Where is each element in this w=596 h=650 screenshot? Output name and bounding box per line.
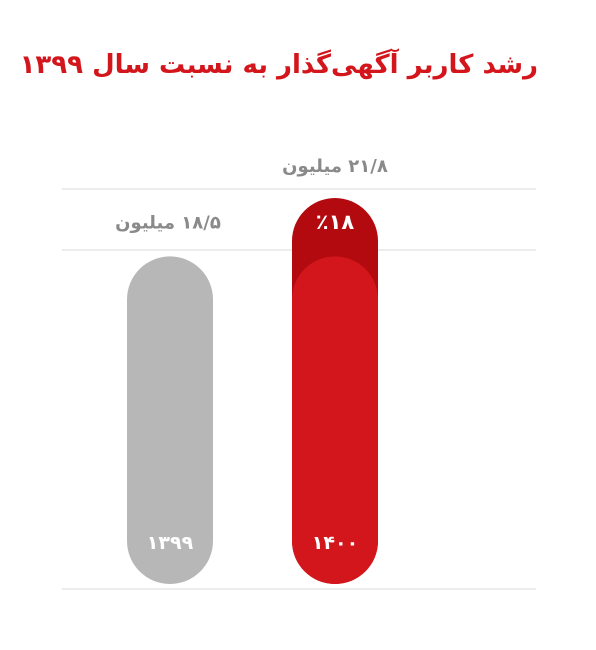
bar-1399 bbox=[127, 256, 213, 584]
chart-title: رشد کاربر آگهی‌گذار به نسبت سال ۱۳۹۹ bbox=[19, 50, 538, 80]
bar-1400 bbox=[292, 198, 378, 584]
growth-percent-label: ٪۱۸ bbox=[316, 210, 355, 234]
category-label-1399: ۱۳۹۹ bbox=[147, 532, 194, 554]
value-label-1400: ۲۱/۸ میلیون bbox=[282, 156, 388, 177]
bar-1400-base-segment bbox=[292, 256, 378, 584]
category-label-1400: ۱۴۰۰ bbox=[312, 532, 358, 554]
value-label-1399: ۱۸/۵ میلیون bbox=[115, 212, 221, 233]
